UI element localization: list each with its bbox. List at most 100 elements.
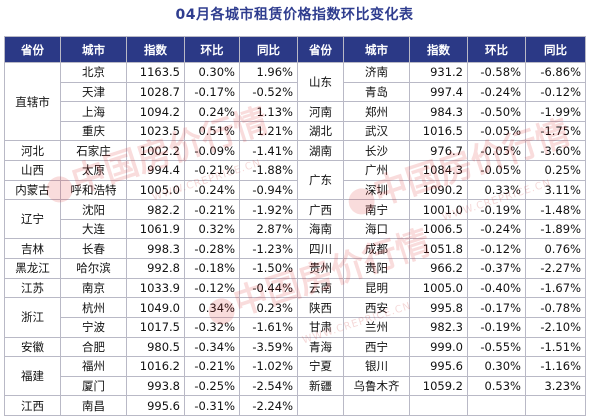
right-yoy-cell: -3.60%	[525, 140, 586, 162]
right-index-cell: 1051.8	[409, 238, 468, 260]
right-yoy-cell: -6.86%	[525, 62, 586, 83]
right-yoy-cell: -1.67%	[525, 277, 586, 299]
left-index-cell: 998.3	[126, 238, 185, 260]
left-index-cell: 1016.2	[126, 356, 185, 377]
right-city-cell: 武汉	[343, 120, 410, 142]
table-row: 江苏 南京 1033.9 -0.12% -0.44% 云南 昆明 1005.0 -0.40% -1…	[4, 277, 586, 299]
right-yoy-cell: -1.48%	[525, 199, 586, 220]
table-row: 山西 太原 994.4 -0.21% -1.88% 广东 广州 1084.3 -0.05% 0.2…	[4, 160, 586, 201]
left-city-cell: 呼和浩特	[60, 179, 127, 201]
header-province-left: 省份	[4, 36, 61, 63]
right-yoy-cell: -2.27%	[525, 258, 586, 279]
left-index-cell: 994.4	[126, 160, 185, 181]
left-mom-cell: -0.18%	[184, 258, 240, 279]
left-city-cell: 南昌	[60, 395, 127, 416]
right-mom-cell: -0.37%	[467, 258, 526, 279]
left-province-cell: 山西	[4, 160, 61, 181]
header-city-right: 城市	[343, 36, 410, 63]
left-index-cell: 980.5	[126, 336, 185, 358]
right-index-cell: 1006.5	[409, 218, 468, 240]
right-city-cell: 海口	[343, 218, 410, 240]
right-province-cell: 河南	[297, 101, 344, 122]
left-city-cell: 大连	[60, 218, 127, 240]
left-province-cell: 黑龙江	[4, 258, 61, 279]
left-index-cell: 1163.5	[126, 62, 185, 83]
left-index-cell: 1023.5	[126, 120, 185, 142]
left-yoy-cell: -1.02%	[239, 356, 298, 377]
left-province-cell: 江西	[4, 395, 61, 416]
table-row: 厦门 993.8 -0.25% -2.54% 新疆 乌鲁木齐 1059.2 0.53% 3.23…	[5, 375, 586, 397]
right-mom-cell: -0.50%	[467, 101, 526, 122]
right-province-cell: 云南	[297, 277, 344, 299]
table-title: 04月各城市租赁价格指数环比变化表	[175, 7, 414, 23]
right-city-cell: 广州	[343, 160, 410, 181]
right-city-cell: 深圳	[343, 179, 410, 201]
right-city-cell: 成都	[343, 238, 410, 260]
left-index-cell: 1061.9	[126, 218, 185, 240]
right-mom-cell: -0.19%	[467, 199, 526, 220]
right-index-cell: 966.2	[409, 258, 468, 279]
right-mom-cell: -0.55%	[467, 336, 526, 358]
right-province-cell: 海南	[297, 218, 344, 240]
right-mom-cell	[467, 395, 526, 416]
table-body: 直辖市 北京 1163.5 0.30% 1.96% 山东 济南 931.2 -0.58% -6.8…	[4, 61, 586, 416]
right-mom-cell: -0.19%	[467, 316, 526, 338]
table-row: 内蒙古 呼和浩特 1005.0 -0.24% -0.94% 深圳 1090.2 0.33% 3.…	[4, 179, 586, 201]
right-city-cell	[343, 395, 410, 416]
header-yoy-left: 同比	[239, 36, 298, 63]
right-city-cell: 长沙	[343, 140, 410, 162]
left-index-cell: 1005.0	[126, 179, 185, 201]
left-province-cell: 福建	[4, 356, 61, 397]
right-yoy-cell: -0.12%	[525, 81, 586, 103]
header-index-left: 指数	[126, 36, 185, 63]
rent-index-table: 省份 城市 指数 环比 同比 省份 城市 指数 环比 同比 直辖市 北京 1163.…	[4, 36, 586, 416]
left-yoy-cell: 2.87%	[239, 218, 298, 240]
right-province-cell	[297, 395, 344, 416]
table-row: 吉林 长春 998.3 -0.28% -1.23% 四川 成都 1051.8 -0.12% 0.7…	[4, 238, 586, 260]
left-city-cell: 北京	[60, 62, 127, 83]
right-index-cell: 997.4	[409, 81, 468, 103]
left-yoy-cell: 1.21%	[239, 120, 298, 142]
left-index-cell: 995.6	[126, 395, 185, 416]
right-index-cell: 1059.2	[409, 375, 468, 397]
right-province-cell: 甘肃	[297, 316, 344, 338]
left-index-cell: 1049.0	[126, 297, 185, 318]
table-row: 天津 1028.7 -0.17% -0.52% 青岛 997.4 -0.24% -0.12%	[5, 81, 586, 103]
left-province-cell: 辽宁	[4, 199, 61, 240]
right-mom-cell: 0.33%	[467, 179, 526, 201]
right-index-cell: 1005.0	[409, 277, 468, 299]
left-mom-cell: -0.25%	[184, 375, 240, 397]
right-index-cell: 931.2	[409, 62, 468, 83]
right-mom-cell: 0.30%	[467, 356, 526, 377]
left-yoy-cell: -1.88%	[239, 160, 298, 181]
right-province-cell: 四川	[297, 238, 344, 260]
header-province-right: 省份	[297, 36, 344, 63]
table-row: 大连 1061.9 0.32% 2.87% 海南 海口 1006.5 -0.24% -1.89%	[5, 218, 586, 240]
right-province-cell: 广西	[297, 199, 344, 220]
header-yoy-right: 同比	[525, 36, 586, 63]
right-city-cell: 银川	[343, 356, 410, 377]
right-yoy-cell: -1.75%	[525, 120, 586, 142]
right-city-cell: 南宁	[343, 199, 410, 220]
table-row: 江西 南昌 995.6 -0.31% -2.24%	[4, 395, 586, 416]
right-yoy-cell: -1.99%	[525, 101, 586, 122]
left-city-cell: 杭州	[60, 297, 127, 318]
right-yoy-cell: -0.78%	[525, 297, 586, 318]
left-city-cell: 福州	[60, 356, 127, 377]
right-index-cell: 982.3	[409, 316, 468, 338]
left-mom-cell: -0.31%	[184, 395, 240, 416]
left-province-cell: 江苏	[4, 277, 61, 299]
left-mom-cell: -0.28%	[184, 238, 240, 260]
right-index-cell: 984.3	[409, 101, 468, 122]
left-yoy-cell: 1.96%	[239, 62, 298, 83]
right-index-cell: 999.0	[409, 336, 468, 358]
left-city-cell: 宁波	[60, 316, 127, 338]
table-row: 辽宁 沈阳 982.2 -0.21% -1.92% 广西 南宁 1001.0 -0.19% -1.…	[4, 199, 586, 240]
left-yoy-cell: -2.54%	[239, 375, 298, 397]
left-yoy-cell: -1.61%	[239, 316, 298, 338]
right-yoy-cell: 0.76%	[525, 238, 586, 260]
right-mom-cell: -0.24%	[467, 81, 526, 103]
header-mom-left: 环比	[184, 36, 240, 63]
left-yoy-cell: -3.59%	[239, 336, 298, 358]
left-city-cell: 天津	[60, 81, 127, 103]
